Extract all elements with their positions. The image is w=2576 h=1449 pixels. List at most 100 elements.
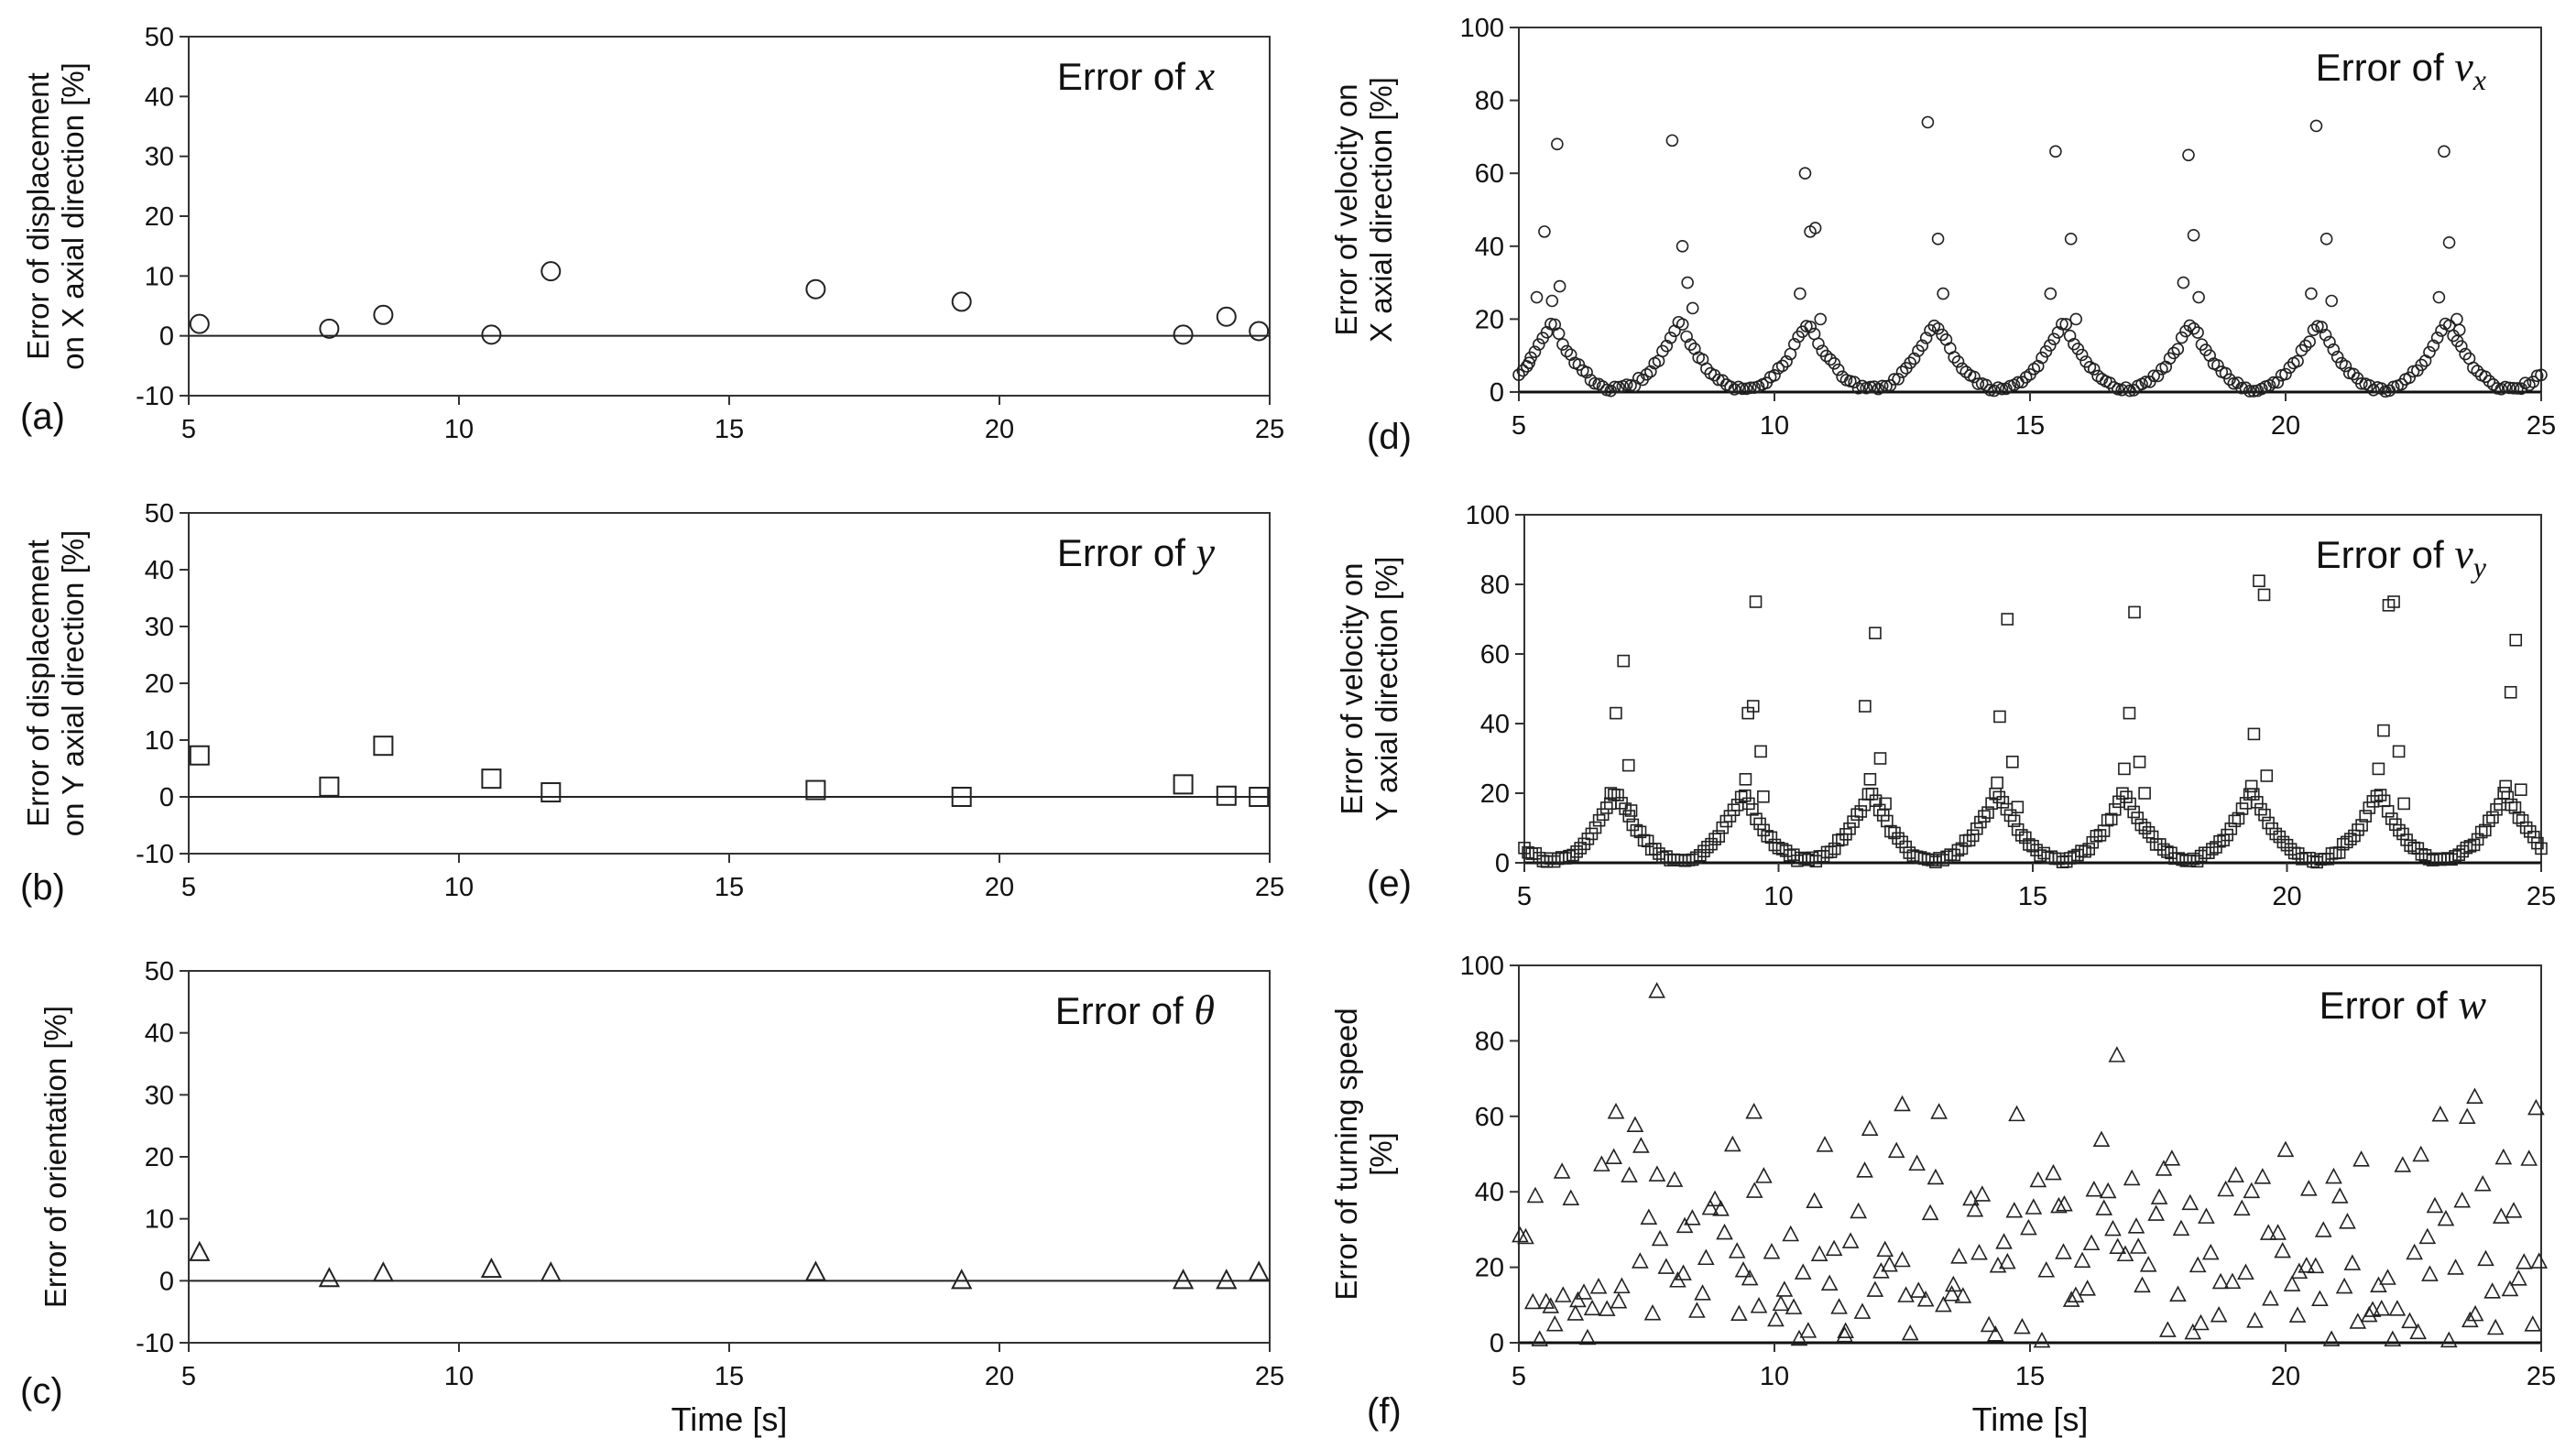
data-point bbox=[2239, 381, 2253, 395]
data-point bbox=[2323, 335, 2336, 349]
data-point bbox=[1816, 1136, 1834, 1152]
data-point bbox=[1966, 1201, 1984, 1217]
data-point bbox=[318, 1267, 341, 1288]
data-point bbox=[1684, 338, 1697, 351]
data-point bbox=[1738, 789, 1752, 802]
data-point bbox=[2033, 1331, 2051, 1348]
data-point bbox=[1847, 815, 1860, 828]
data-point bbox=[2479, 370, 2492, 384]
data-point bbox=[2139, 1256, 2157, 1272]
x-tick-label: 10 bbox=[444, 873, 474, 902]
data-point bbox=[2509, 633, 2523, 647]
data-point bbox=[1863, 380, 1877, 394]
data-point bbox=[2303, 335, 2316, 348]
data-point bbox=[1804, 321, 1817, 333]
data-point bbox=[1955, 842, 1969, 855]
data-point bbox=[2129, 1237, 2147, 1254]
data-point bbox=[1780, 354, 1793, 368]
data-point bbox=[2384, 1330, 2402, 1347]
data-point bbox=[1624, 804, 1638, 817]
data-point bbox=[1680, 330, 1693, 343]
data-point bbox=[2486, 811, 2499, 824]
data-point bbox=[2394, 1156, 2412, 1172]
data-point bbox=[2246, 788, 2260, 801]
data-point bbox=[2466, 1087, 2483, 1104]
y-tick-label: 100 bbox=[1460, 952, 1504, 981]
data-point bbox=[1919, 332, 1933, 344]
data-point bbox=[2145, 830, 2159, 844]
data-point bbox=[2037, 1261, 2056, 1278]
data-point bbox=[1216, 785, 1237, 806]
data-point bbox=[1570, 844, 1583, 858]
data-point bbox=[1681, 276, 1694, 289]
data-point bbox=[1560, 344, 1574, 358]
data-point bbox=[2258, 808, 2271, 822]
data-point bbox=[2123, 797, 2136, 811]
data-point bbox=[2299, 1180, 2318, 1196]
y-tick-label: 60 bbox=[1475, 1103, 1504, 1132]
data-point bbox=[1723, 810, 1737, 823]
data-point bbox=[2224, 823, 2238, 835]
data-point bbox=[1810, 1245, 1828, 1261]
data-point bbox=[1516, 364, 1530, 377]
x-tick-label: 5 bbox=[1512, 411, 1526, 441]
data-point bbox=[1512, 1226, 1529, 1243]
data-point bbox=[189, 1240, 211, 1261]
data-point bbox=[2325, 1167, 2342, 1184]
data-point bbox=[1894, 1250, 1911, 1268]
data-point bbox=[1664, 331, 1677, 344]
data-point bbox=[1850, 808, 1863, 822]
data-point bbox=[373, 735, 394, 757]
data-point bbox=[2401, 1312, 2418, 1329]
data-point bbox=[1859, 700, 1872, 713]
data-point bbox=[2104, 812, 2118, 826]
data-point bbox=[2082, 1234, 2101, 1251]
data-point bbox=[1575, 1283, 1593, 1300]
data-point bbox=[1621, 758, 1635, 772]
data-point bbox=[2497, 786, 2510, 800]
data-point bbox=[1772, 842, 1785, 855]
x-tick-label: 15 bbox=[715, 1362, 744, 1391]
data-point bbox=[1746, 700, 1760, 713]
data-point bbox=[2283, 1275, 2301, 1291]
y-tick-label: 30 bbox=[145, 143, 174, 172]
data-point bbox=[2026, 839, 2039, 853]
data-point bbox=[1542, 1297, 1560, 1313]
data-point bbox=[1624, 379, 1637, 392]
data-point bbox=[1883, 379, 1897, 392]
data-point bbox=[1881, 814, 1894, 828]
y-tick-label: 30 bbox=[145, 1081, 174, 1110]
data-point bbox=[1716, 1223, 1733, 1240]
data-point bbox=[1768, 369, 1781, 382]
data-point bbox=[540, 261, 562, 282]
data-point bbox=[2471, 833, 2484, 846]
data-point bbox=[2237, 1263, 2254, 1280]
data-point bbox=[2062, 1291, 2080, 1307]
data-point bbox=[1980, 1315, 1998, 1333]
data-point bbox=[2412, 1145, 2430, 1162]
data-point bbox=[1824, 353, 1837, 366]
data-point bbox=[2243, 385, 2256, 398]
data-point bbox=[2198, 1207, 2215, 1224]
data-point bbox=[2251, 796, 2264, 809]
data-point bbox=[2206, 843, 2219, 855]
data-point bbox=[1970, 1243, 1988, 1260]
data-point bbox=[1876, 1240, 1894, 1258]
data-point bbox=[2119, 381, 2133, 394]
data-point bbox=[1785, 1298, 1803, 1314]
data-point bbox=[1583, 1299, 1601, 1316]
panel-label: (a) bbox=[20, 397, 65, 437]
data-point bbox=[1578, 1328, 1597, 1346]
data-point bbox=[2359, 810, 2372, 823]
x-tick-label: 15 bbox=[2015, 411, 2045, 441]
data-point bbox=[2211, 1272, 2230, 1290]
data-point bbox=[2393, 823, 2406, 837]
data-point bbox=[2279, 367, 2292, 381]
y-tick-label: 50 bbox=[145, 23, 174, 52]
data-point bbox=[2172, 1219, 2190, 1237]
data-point bbox=[2184, 1323, 2202, 1340]
data-point bbox=[2508, 801, 2522, 814]
data-point bbox=[2440, 1331, 2458, 1348]
data-point bbox=[1553, 1162, 1571, 1179]
data-point bbox=[2477, 1249, 2494, 1267]
